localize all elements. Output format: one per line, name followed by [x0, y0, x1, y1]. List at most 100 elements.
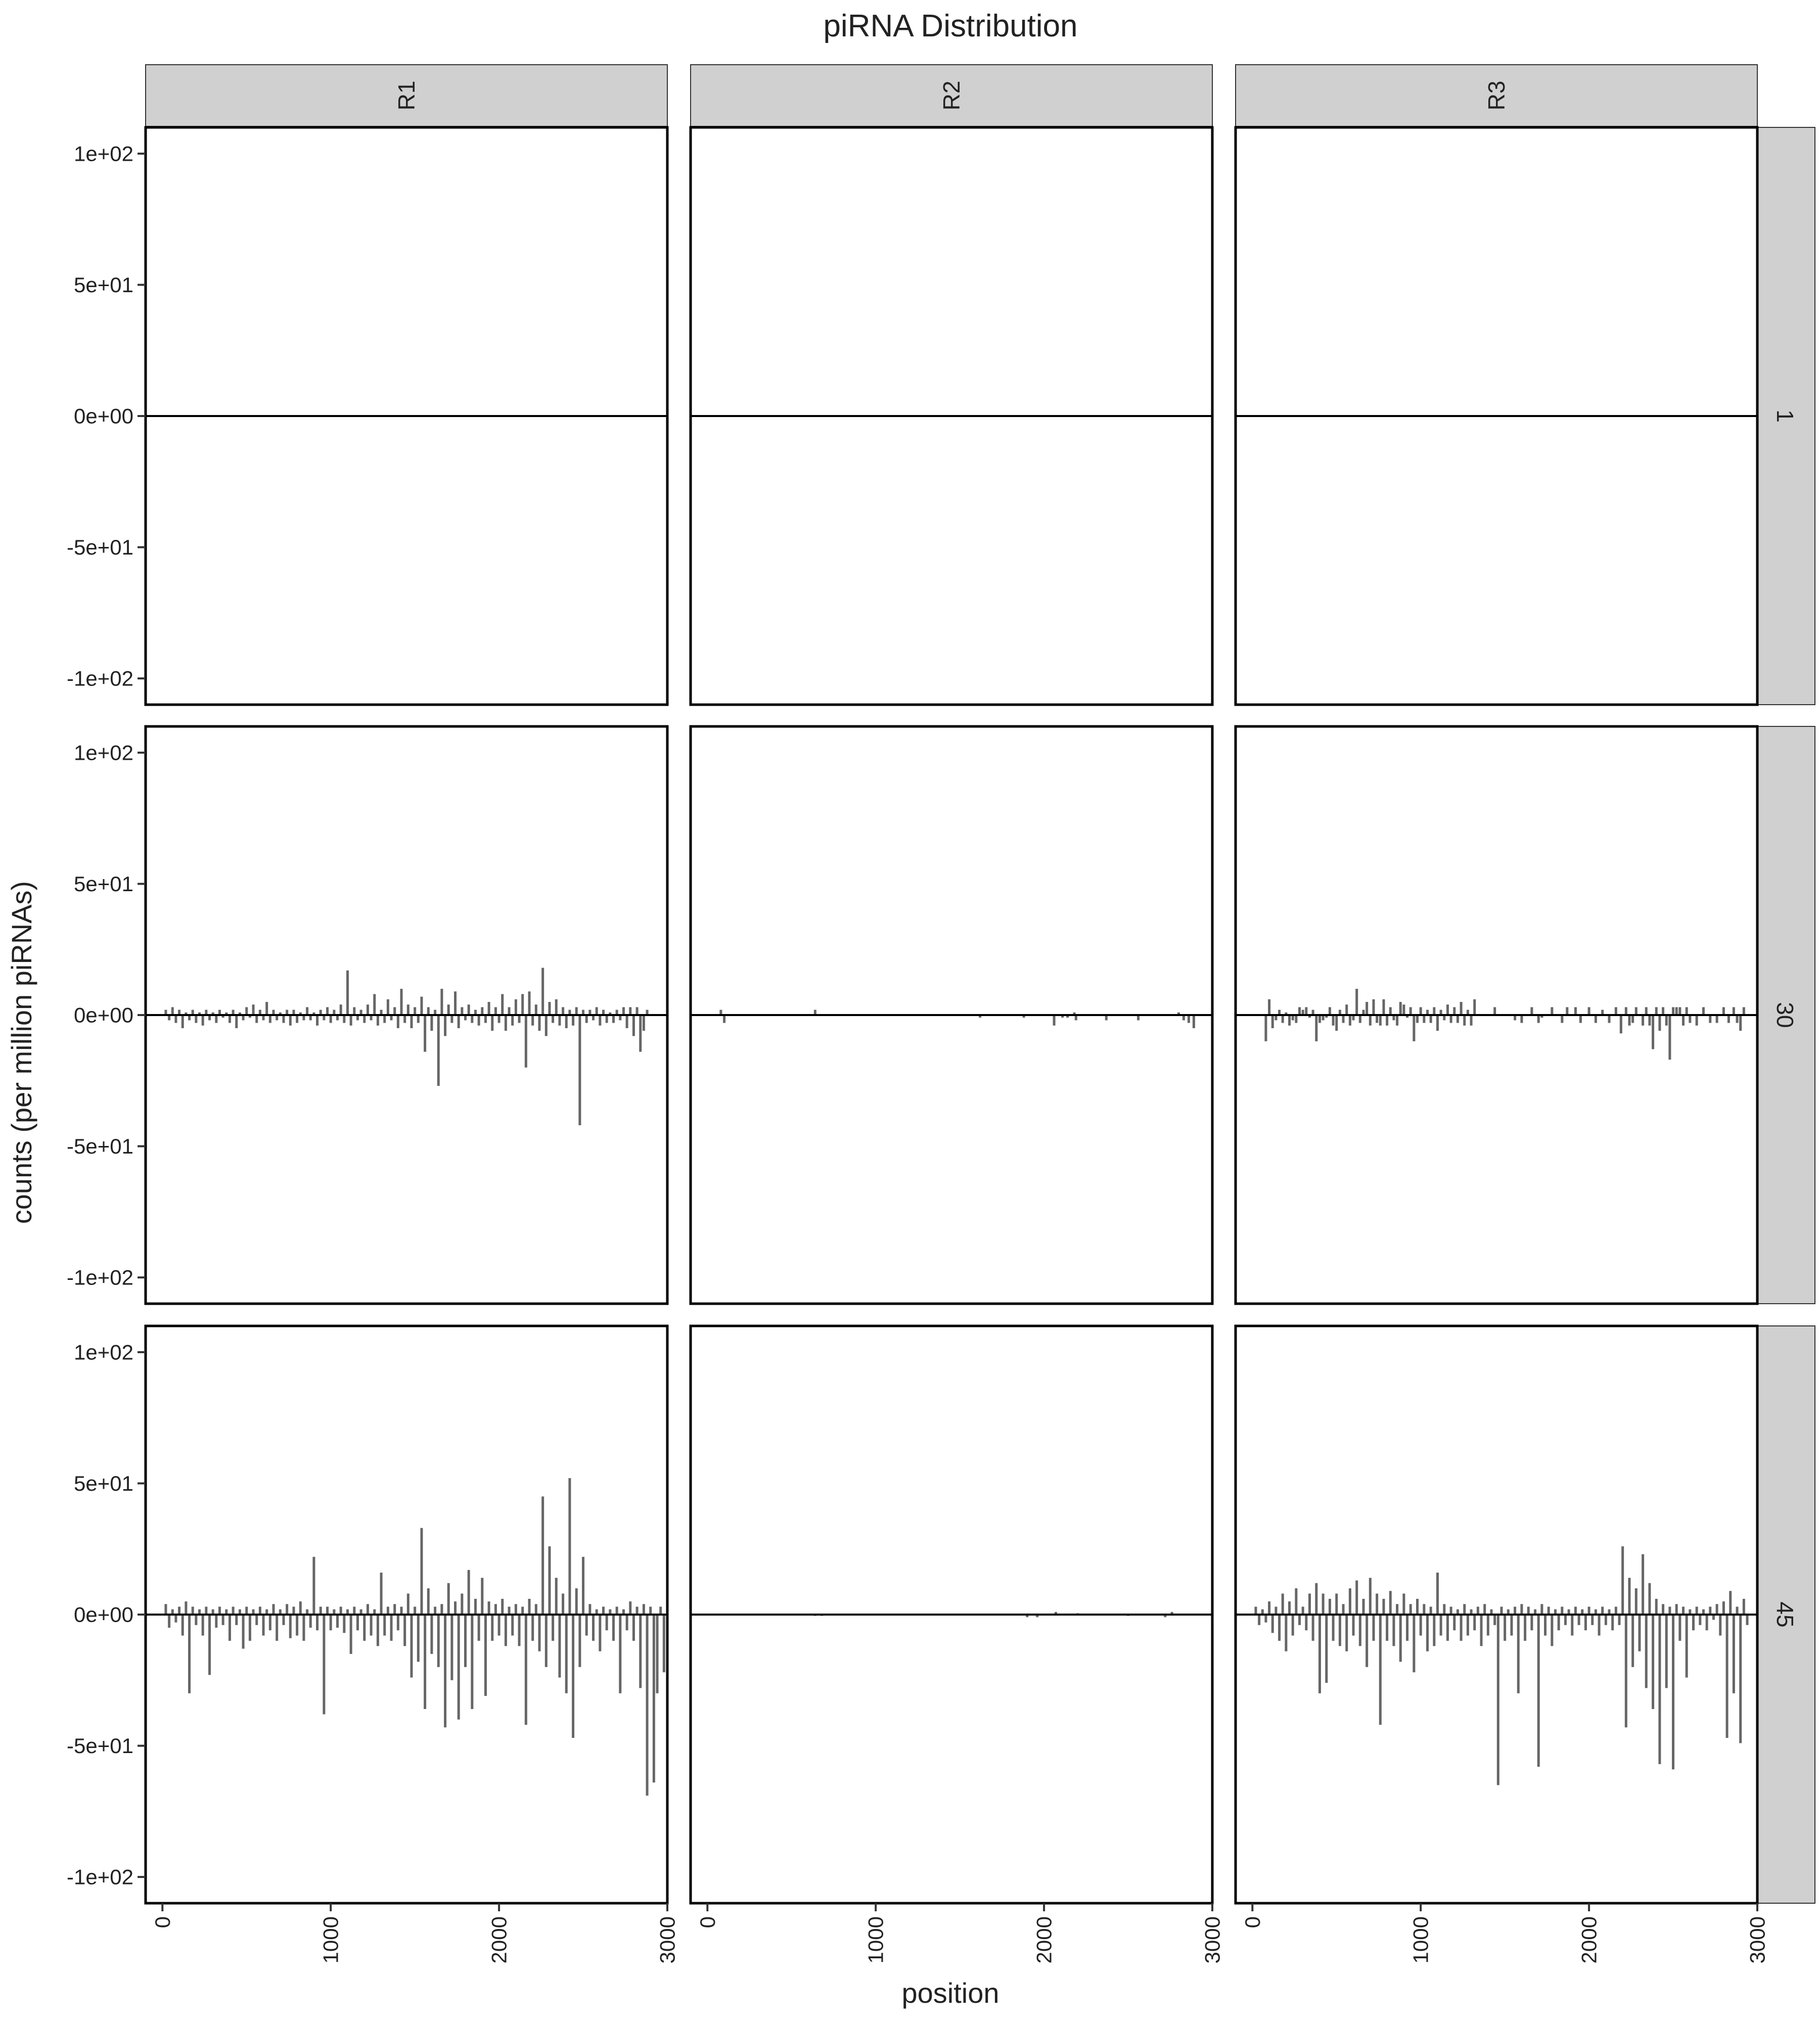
bar — [1702, 1007, 1705, 1015]
bar — [464, 1015, 467, 1021]
bar — [504, 1015, 507, 1031]
bar — [1446, 1615, 1449, 1641]
bar — [1579, 1015, 1582, 1023]
bar — [1682, 1606, 1685, 1615]
bar — [1406, 1615, 1409, 1641]
bar — [612, 1615, 615, 1641]
bar — [1527, 1606, 1530, 1615]
bar — [279, 1012, 282, 1015]
bar — [336, 1015, 339, 1021]
bar — [602, 1606, 605, 1615]
bar — [191, 1606, 194, 1615]
y-tick-label: 5e+01 — [74, 1472, 133, 1495]
bar — [417, 1615, 420, 1662]
bar — [1281, 1593, 1284, 1615]
bar — [1436, 1572, 1439, 1615]
bar — [1504, 1615, 1507, 1641]
bar — [1645, 1615, 1648, 1688]
bar — [235, 1015, 238, 1028]
bar — [174, 1615, 177, 1623]
y-tick-label: 0e+00 — [74, 1003, 133, 1027]
y-tick-label: -1e+02 — [67, 1266, 133, 1290]
bar — [1177, 1012, 1180, 1015]
bar — [1672, 1007, 1675, 1015]
bar — [1490, 1609, 1493, 1615]
bar — [487, 1601, 490, 1615]
bar — [514, 999, 517, 1015]
bar — [178, 1009, 181, 1015]
bar — [1433, 1007, 1436, 1015]
bar — [1322, 1015, 1325, 1021]
bar — [461, 1007, 464, 1015]
bar — [296, 1015, 299, 1023]
bar — [424, 1615, 427, 1709]
bar — [1715, 1604, 1718, 1615]
bar — [323, 1015, 326, 1021]
bar — [373, 1609, 376, 1615]
bar — [635, 1606, 639, 1615]
bar — [813, 1009, 816, 1015]
bar — [1742, 1007, 1745, 1015]
bar — [181, 1015, 184, 1028]
bar — [1524, 1615, 1527, 1641]
bar — [1332, 1015, 1335, 1026]
bar — [235, 1615, 238, 1625]
bar — [1732, 1007, 1735, 1015]
row-strip — [1755, 726, 1815, 1304]
bar — [1335, 1015, 1338, 1031]
facet-panel — [144, 126, 669, 706]
row-strip-label: 45 — [1772, 1601, 1798, 1627]
bar — [208, 1615, 211, 1675]
bar — [1655, 1598, 1658, 1615]
bar — [1402, 1593, 1405, 1615]
bar — [1449, 1015, 1452, 1023]
bar — [1328, 1007, 1331, 1015]
bar — [282, 1615, 285, 1625]
bar — [511, 1015, 514, 1026]
bar — [508, 1606, 511, 1615]
bar — [1463, 1015, 1466, 1026]
bar — [1551, 1615, 1554, 1646]
bar — [386, 999, 389, 1015]
bar — [359, 1009, 362, 1015]
bar — [1695, 1015, 1698, 1026]
bar — [1658, 1015, 1661, 1031]
bar — [1301, 1009, 1304, 1015]
bar — [1308, 1015, 1311, 1018]
bar — [1426, 1615, 1429, 1651]
bar — [400, 989, 403, 1015]
bar — [548, 1002, 551, 1015]
bar — [218, 1606, 221, 1615]
bar — [380, 1009, 383, 1015]
bar — [1022, 1015, 1025, 1018]
bar — [242, 1015, 245, 1021]
bar — [238, 1012, 241, 1015]
column-strip-label: R2 — [938, 81, 965, 111]
bar — [396, 1015, 399, 1028]
bar — [1587, 1606, 1590, 1615]
bar — [1366, 1615, 1369, 1667]
bar — [1053, 1015, 1056, 1026]
bar — [195, 1615, 198, 1625]
bar — [1376, 1593, 1379, 1615]
column-strip — [145, 64, 668, 127]
bar — [1409, 1007, 1412, 1015]
bar — [1608, 1015, 1611, 1023]
facet-panel — [144, 1324, 669, 1905]
bar — [1335, 1593, 1338, 1615]
bar — [1618, 1615, 1621, 1625]
bar — [592, 1015, 595, 1021]
bar — [1567, 1609, 1570, 1615]
bar — [599, 1015, 602, 1026]
bar — [1456, 1015, 1459, 1023]
bar — [329, 1615, 332, 1631]
bar — [289, 1615, 292, 1638]
bar — [555, 999, 558, 1015]
bar — [380, 1572, 383, 1615]
bar — [1675, 1007, 1678, 1015]
bar — [1372, 999, 1375, 1015]
bar — [568, 1009, 571, 1015]
bar — [1392, 1615, 1395, 1646]
bar — [582, 1009, 585, 1015]
bar — [359, 1609, 362, 1615]
